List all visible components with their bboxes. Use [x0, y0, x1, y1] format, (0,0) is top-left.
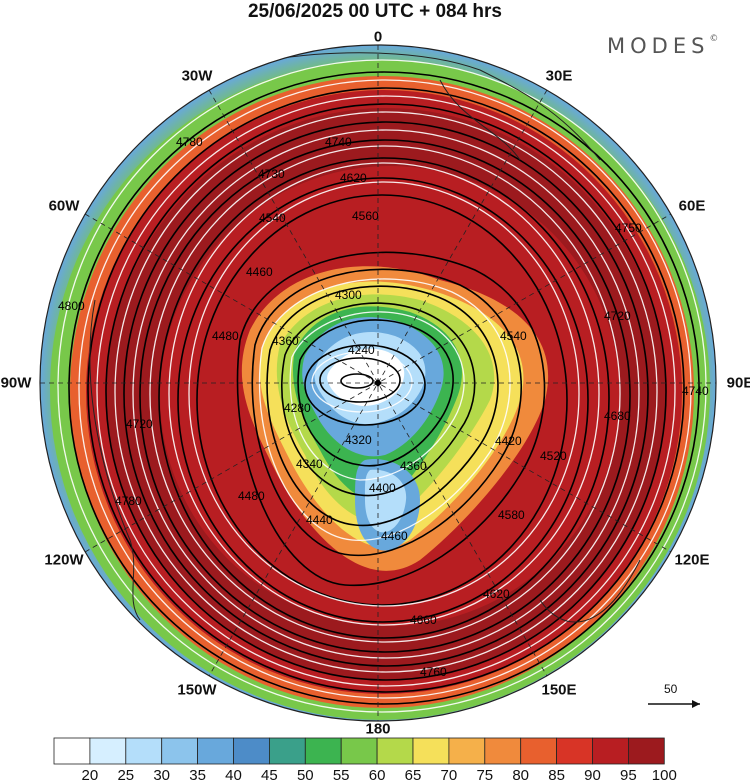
contour-label: 4460 [246, 265, 273, 279]
map-title: 25/06/2025 00 UTC + 084 hrs [247, 1, 503, 22]
colorbar-label: 30 [153, 767, 170, 782]
longitude-label: 30E [545, 67, 573, 85]
colorbar-label: 70 [441, 767, 458, 782]
colorbar-swatch [520, 737, 558, 765]
contour-label: 4420 [495, 434, 522, 448]
contour-label: 4660 [410, 613, 437, 627]
colorbar-swatch [628, 737, 665, 765]
colorbar-label: 20 [82, 767, 99, 782]
contour-label: 4780 [115, 494, 142, 508]
colorbar-swatch [233, 737, 270, 765]
contour-label: 4620 [340, 171, 367, 185]
colorbar-label: 25 [117, 767, 134, 782]
contour-label: 4440 [306, 513, 333, 527]
contour-label: 4360 [272, 334, 299, 348]
colorbar-label: 45 [261, 767, 278, 782]
contour-label: 4480 [238, 489, 265, 503]
colorbar-swatch [592, 737, 629, 765]
colorbar: 20 25 30 35 40 45 50 55 60 65 70 75 80 85 90 95 100 [53, 737, 677, 782]
longitude-label: 60E [678, 197, 706, 215]
colorbar-swatch [304, 737, 342, 765]
coastlines [89, 52, 641, 623]
colorbar-label: 90 [584, 767, 601, 782]
contour-label: 4540 [259, 211, 286, 225]
contour-label: 4400 [369, 481, 396, 495]
contour-label: 4580 [498, 508, 525, 522]
contour-label: 4720 [604, 309, 631, 323]
colorbar-swatch [197, 737, 234, 765]
contour-label: 4800 [58, 299, 85, 313]
reference-vector-label: 50 [664, 682, 678, 696]
colorbar-label: 40 [225, 767, 242, 782]
contour-label: 4300 [335, 288, 362, 302]
contour-label: 4780 [176, 135, 203, 149]
contour-label: 4460 [381, 529, 408, 543]
longitude-label: 150E [541, 681, 577, 699]
contour-label: 4680 [604, 409, 631, 423]
colorbar-swatch [268, 737, 306, 765]
colorbar-swatch [556, 737, 593, 765]
streamlines [57, 59, 707, 713]
longitude-label: 90W [0, 374, 32, 392]
contour-label: 4240 [348, 343, 375, 357]
longitude-label: 60W [48, 197, 80, 215]
contour-labels: 4780 4740 4730 4620 4560 4540 4460 4300 … [58, 135, 709, 679]
colorbar-swatch [125, 737, 163, 765]
pole-marker [374, 379, 382, 387]
contour-label: 4480 [212, 329, 239, 343]
colorbar-label: 85 [548, 767, 565, 782]
longitude-label: 120W [44, 551, 84, 569]
contour-label: 4360 [400, 459, 427, 473]
longitude-label: 0 [373, 28, 383, 46]
brand-logo: MODES© [607, 34, 719, 58]
colorbar-label: 100 [652, 767, 677, 782]
contour-label: 4730 [258, 167, 285, 181]
longitude-label: 30W [181, 67, 213, 85]
contour-label: 4620 [483, 587, 510, 601]
contour-label: 4320 [345, 433, 372, 447]
contour-label: 4750 [615, 221, 642, 235]
contour-label: 4760 [420, 665, 447, 679]
colorbar-swatch [340, 737, 378, 765]
longitude-label: 120E [674, 551, 710, 569]
map-field: 4780 4740 4730 4620 4560 4540 4460 4300 … [40, 45, 716, 721]
colorbar-swatch [484, 737, 522, 765]
contour-label: 4560 [352, 209, 379, 223]
colorbar-label: 80 [512, 767, 529, 782]
colorbar-swatch [412, 737, 450, 765]
colorbar-label: 75 [476, 767, 493, 782]
colorbar-label: 55 [333, 767, 350, 782]
contour-label: 4340 [296, 457, 323, 471]
colorbar-label: 60 [369, 767, 386, 782]
colorbar-swatch [376, 737, 414, 765]
longitude-label: 180 [365, 720, 391, 738]
contour-label: 4520 [540, 449, 567, 463]
longitude-label: 90E [726, 374, 750, 392]
contour-label: 4720 [126, 417, 153, 431]
colorbar-label: 35 [189, 767, 206, 782]
height-contours [68, 71, 700, 705]
colorbar-label: 50 [297, 767, 314, 782]
contour-label: 4280 [284, 401, 311, 415]
colorbar-swatch [89, 737, 127, 765]
colorbar-swatch [53, 737, 91, 765]
contour-label: 4540 [500, 329, 527, 343]
colorbar-label: 65 [405, 767, 422, 782]
colorbar-label: 95 [620, 767, 637, 782]
map-boundary [39, 44, 717, 722]
contour-label: 4740 [682, 384, 709, 398]
contour-label: 4740 [325, 135, 352, 149]
longitude-label: 150W [177, 681, 217, 699]
reference-vector [648, 700, 700, 708]
colorbar-swatch [448, 737, 486, 765]
colorbar-swatch [161, 737, 198, 765]
